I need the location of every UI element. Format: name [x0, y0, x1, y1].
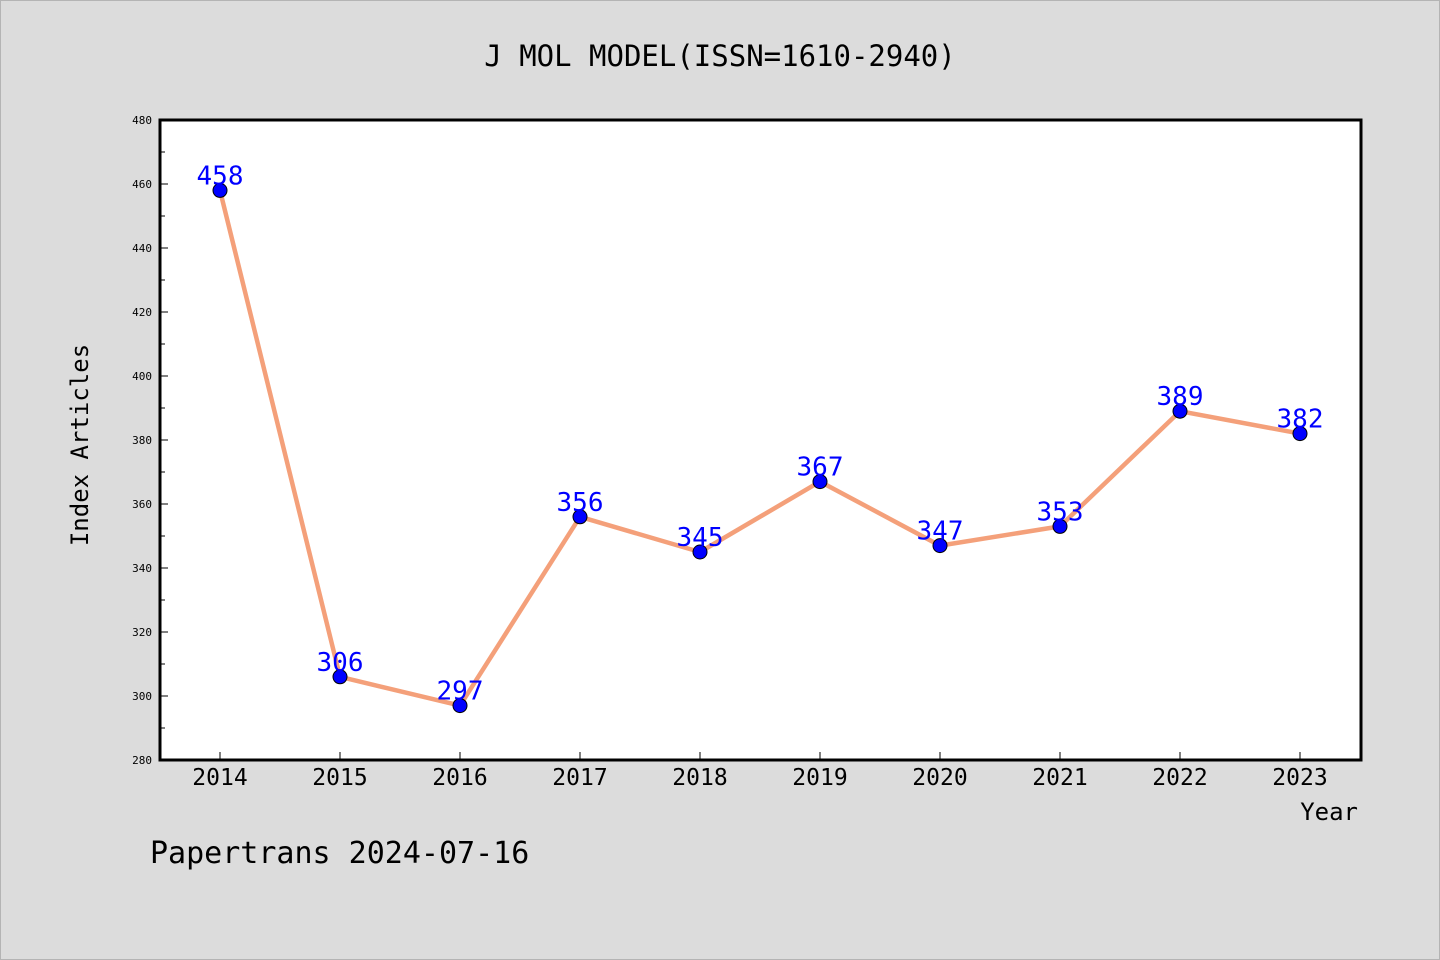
y-tick-label: 340 [132, 562, 152, 575]
data-point [1292, 426, 1308, 442]
y-tick-label: 440 [132, 242, 152, 255]
data-point [1052, 518, 1068, 534]
y-axis-label: Index Articles [66, 344, 94, 546]
x-tick-label: 2017 [552, 765, 607, 791]
data-label: 367 [797, 453, 844, 483]
x-axis-label: Year [1300, 798, 1358, 826]
x-tick-label: 2014 [192, 765, 247, 791]
x-tick-label: 2023 [1272, 765, 1327, 791]
data-label: 382 [1277, 405, 1324, 435]
data-label: 353 [1037, 497, 1084, 527]
y-tick-label: 420 [132, 306, 152, 319]
chart-title: J MOL MODEL(ISSN=1610-2940) [484, 39, 955, 73]
y-tick-label: 360 [132, 498, 152, 511]
y-tick-label: 280 [132, 754, 152, 767]
y-tick-label: 300 [132, 690, 152, 703]
plot-area [158, 118, 1363, 762]
x-tick-label: 2022 [1152, 765, 1207, 791]
data-label: 458 [197, 161, 244, 191]
data-label: 389 [1157, 382, 1204, 412]
y-tick-label: 480 [132, 114, 152, 127]
x-tick-label: 2019 [792, 765, 847, 791]
y-tick-label: 460 [132, 178, 152, 191]
data-label: 345 [677, 523, 724, 553]
data-label: 347 [917, 517, 964, 547]
x-tick-label: 2015 [312, 765, 367, 791]
x-tick-label: 2021 [1032, 765, 1087, 791]
data-label: 297 [437, 677, 484, 707]
x-tick-label: 2018 [672, 765, 727, 791]
data-point [452, 698, 468, 714]
x-tick-label: 2020 [912, 765, 967, 791]
y-axis: 280 300 320 340 360 380 400 420 440 460 480 [132, 114, 168, 767]
data-labels: 458 306 297 356 345 367 347 353 389 382 [197, 161, 1324, 706]
y-tick-label: 400 [132, 370, 152, 383]
data-point [1172, 403, 1188, 419]
data-point [812, 474, 828, 490]
data-label: 306 [317, 648, 364, 678]
series-line [212, 182, 1308, 714]
data-point [692, 544, 708, 560]
data-label: 356 [557, 488, 604, 518]
footer-text: Papertrans 2024-07-16 [150, 836, 529, 871]
data-point [932, 538, 948, 554]
x-axis: 2014 2015 2016 2017 2018 2019 2020 2021 2022 2023 [192, 752, 1328, 791]
data-point [332, 669, 348, 685]
x-tick-label: 2016 [432, 765, 487, 791]
data-point [212, 182, 228, 198]
y-tick-label: 320 [132, 626, 152, 639]
y-tick-label: 380 [132, 434, 152, 447]
series-polyline [217, 188, 1303, 708]
data-point [572, 509, 588, 525]
